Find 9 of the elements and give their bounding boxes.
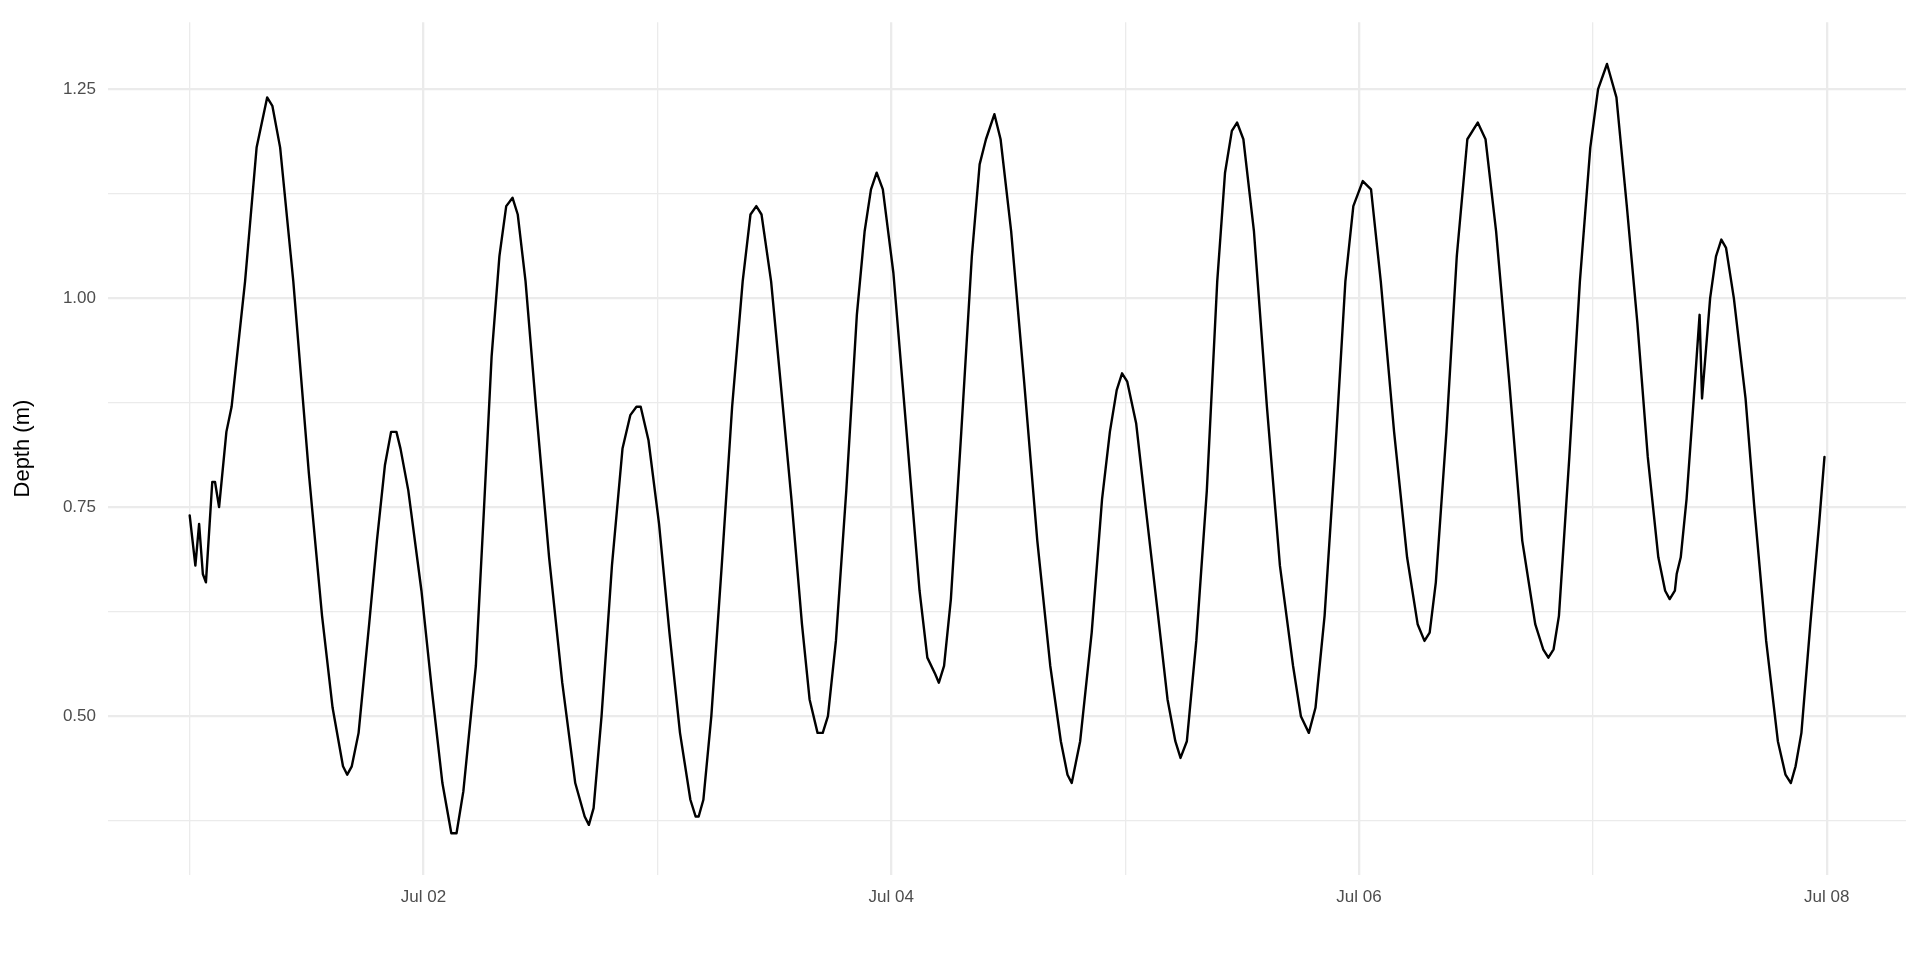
- y-tick-label: 0.50: [62, 705, 96, 725]
- x-tick-label: Jul 02: [400, 886, 447, 906]
- x-tick-label: Jul 04: [868, 886, 914, 906]
- y-tick-label: 1.25: [62, 78, 96, 98]
- x-tick-label: Jul 06: [1336, 886, 1382, 906]
- y-tick-label: 0.75: [62, 496, 96, 516]
- y-axis-title: Depth (m): [9, 399, 35, 498]
- y-tick-label: 1.00: [62, 287, 96, 307]
- x-tick-label: Jul 08: [1804, 886, 1850, 906]
